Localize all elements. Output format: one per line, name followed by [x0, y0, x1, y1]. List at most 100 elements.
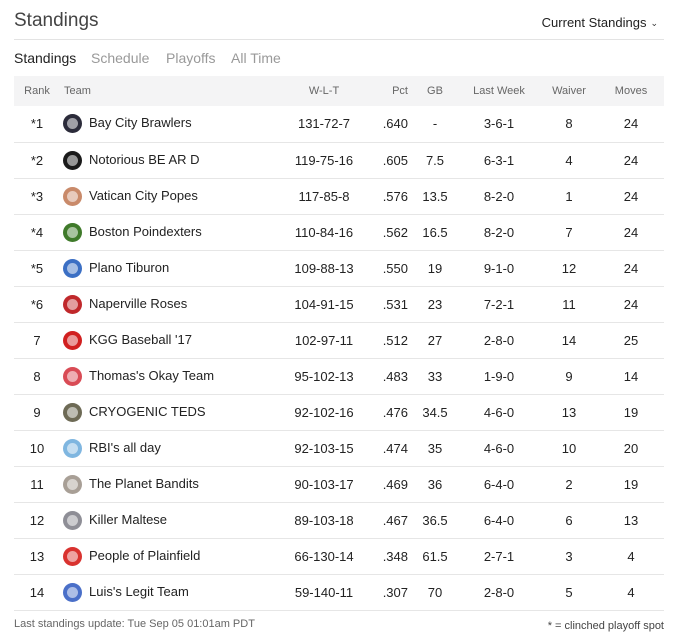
tab-all-time[interactable]: All Time [231, 50, 281, 66]
team-logo-icon[interactable] [63, 258, 82, 278]
standings-table: Rank Team W-L-T Pct GB Last Week Waiver … [14, 76, 664, 611]
team-logo-icon[interactable] [63, 186, 82, 206]
team-cell: KGG Baseball '17 [60, 322, 284, 358]
column-header-last-week[interactable]: Last Week [473, 85, 525, 97]
team-logo-icon[interactable] [63, 474, 82, 494]
team-name-link[interactable]: Thomas's Okay Team [89, 367, 215, 383]
gb-cell: 27 [427, 332, 443, 348]
moves-cell: 20 [623, 440, 639, 456]
gb-cell: 7.5 [425, 152, 445, 168]
waiver-cell: 2 [565, 476, 573, 492]
team-name-link[interactable]: KGG Baseball '17 [89, 331, 192, 347]
team-logo-icon[interactable] [63, 510, 82, 530]
team-name-link[interactable]: Plano Tiburon [89, 259, 170, 275]
last-week-cell: 4-6-0 [483, 440, 515, 456]
team-cell: People of Plainfield [60, 538, 284, 574]
moves-cell: 13 [623, 512, 639, 528]
team-name-link[interactable]: Naperville Roses [89, 295, 188, 311]
team-cell: Boston Poindexters [60, 214, 284, 250]
gb-cell: 16.5 [422, 224, 448, 240]
last-week-cell: 6-4-0 [483, 476, 515, 492]
rank-cell: *3 [30, 188, 44, 204]
wlt-cell: 110-84-16 [294, 224, 354, 240]
page-title: Standings [14, 10, 99, 31]
rank-cell: *6 [30, 296, 44, 312]
gb-cell: 36.5 [422, 512, 448, 528]
moves-cell: 25 [623, 332, 639, 348]
pct-cell: .562 [382, 224, 408, 240]
waiver-cell: 11 [562, 296, 576, 312]
gb-cell: - [432, 116, 438, 132]
team-name-link[interactable]: The Planet Bandits [89, 475, 199, 491]
team-name-link[interactable]: Killer Maltese [89, 511, 168, 527]
wlt-cell: 131-72-7 [297, 116, 351, 132]
team-logo-icon[interactable] [63, 402, 82, 422]
team-name-link[interactable]: Bay City Brawlers [89, 115, 192, 131]
wlt-cell: 92-102-16 [294, 404, 354, 420]
tab-schedule[interactable]: Schedule [91, 50, 150, 66]
column-header-rank[interactable]: Rank [24, 85, 50, 97]
pct-cell: .640 [382, 116, 408, 132]
standings-header: Standings Current Standings ⌄ [14, 0, 664, 40]
last-week-cell: 1-9-0 [483, 368, 515, 384]
team-logo-icon[interactable] [63, 294, 82, 314]
column-header-gb[interactable]: GB [427, 85, 443, 97]
column-header-moves[interactable]: Moves [614, 85, 648, 97]
pct-cell: .576 [382, 188, 408, 204]
gb-cell: 33 [427, 368, 443, 384]
team-logo-icon[interactable] [63, 330, 82, 350]
moves-cell: 4 [627, 548, 635, 564]
team-logo-icon[interactable] [63, 438, 82, 458]
last-week-cell: 6-4-0 [483, 512, 515, 528]
pct-cell: .512 [382, 332, 408, 348]
moves-cell: 24 [623, 188, 639, 204]
column-header-team[interactable]: Team [64, 85, 91, 97]
gb-cell: 23 [427, 296, 443, 312]
team-cell: The Planet Bandits [60, 466, 284, 502]
team-cell: Plano Tiburon [60, 250, 284, 286]
team-name-link[interactable]: Boston Poindexters [89, 223, 202, 239]
table-row: *6 Naperville Roses 104-91-15 .531 23 7-2-1 11… [14, 286, 664, 322]
team-name-link[interactable]: Luis's Legit Team [89, 583, 189, 599]
moves-cell: 24 [623, 116, 639, 132]
moves-cell: 19 [623, 476, 639, 492]
team-name-link[interactable]: CRYOGENIC TEDS [89, 403, 206, 419]
team-cell: Bay City Brawlers [60, 106, 284, 142]
wlt-cell: 59-140-11 [294, 584, 354, 600]
team-logo-icon[interactable] [63, 546, 82, 566]
last-week-cell: 2-8-0 [483, 584, 515, 600]
team-logo-icon[interactable] [63, 222, 82, 242]
waiver-cell: 6 [565, 512, 573, 528]
standings-view-dropdown[interactable]: Current Standings ⌄ [542, 15, 658, 30]
table-body: *1 Bay City Brawlers 131-72-7.640-3-6-1 8 24… [14, 106, 664, 610]
team-cell: Thomas's Okay Team [60, 358, 284, 394]
wlt-cell: 95-102-13 [294, 368, 354, 384]
waiver-cell: 8 [565, 116, 573, 132]
pct-cell: .467 [382, 512, 408, 528]
team-logo-icon[interactable] [63, 582, 82, 602]
chevron-down-icon: ⌄ [650, 18, 658, 28]
rank-cell: 9 [33, 404, 41, 420]
team-name-link[interactable]: RBI's all day [89, 439, 161, 455]
column-header-pct[interactable]: Pct [392, 85, 408, 97]
gb-cell: 34.5 [422, 404, 448, 420]
column-header-waiver[interactable]: Waiver [552, 85, 586, 97]
moves-cell: 24 [623, 152, 639, 168]
table-row: 10 RBI's all day 92-103-15 .474 35 4-6-0 10 20 [14, 430, 664, 466]
column-header-wlt[interactable]: W-L-T [308, 85, 340, 97]
last-week-cell: 6-3-1 [483, 152, 515, 168]
team-name-link[interactable]: Vatican City Popes [89, 187, 198, 203]
tab-playoffs[interactable]: Playoffs [166, 50, 216, 66]
team-logo-icon[interactable] [63, 150, 82, 170]
pct-cell: .348 [382, 548, 408, 564]
rank-cell: *2 [30, 152, 44, 168]
team-name-link[interactable]: People of Plainfield [89, 547, 201, 563]
tab-standings[interactable]: Standings [14, 50, 77, 66]
team-name-link[interactable]: Notorious BE AR D [89, 151, 200, 167]
team-logo-icon[interactable] [63, 366, 82, 386]
gb-cell: 19 [427, 260, 443, 276]
team-cell: Vatican City Popes [60, 178, 284, 214]
waiver-cell: 10 [561, 440, 577, 456]
waiver-cell: 1 [565, 188, 573, 204]
team-logo-icon[interactable] [63, 114, 82, 134]
